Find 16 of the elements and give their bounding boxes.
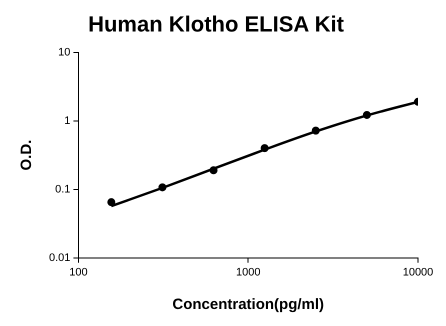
point <box>107 198 116 206</box>
point <box>260 144 269 152</box>
point <box>312 126 320 135</box>
y-tick-label: 0.1 <box>55 183 70 196</box>
point <box>362 110 371 119</box>
x-tick-label: 100 <box>69 266 88 278</box>
x-axis-title: Concentration(pg/ml) <box>172 296 324 314</box>
y-tick-label: 1 <box>64 114 70 127</box>
y-tick-label: 10 <box>58 46 70 58</box>
point <box>158 183 166 192</box>
y-axis-title: O.D. <box>18 140 36 171</box>
point <box>210 166 218 174</box>
x-tick-label: 10000 <box>402 266 434 278</box>
x-tick-label: 1000 <box>236 266 260 278</box>
y-tick-label: 0.01 <box>48 252 70 264</box>
chart-title: Human Klotho ELISA Kit <box>88 11 345 36</box>
